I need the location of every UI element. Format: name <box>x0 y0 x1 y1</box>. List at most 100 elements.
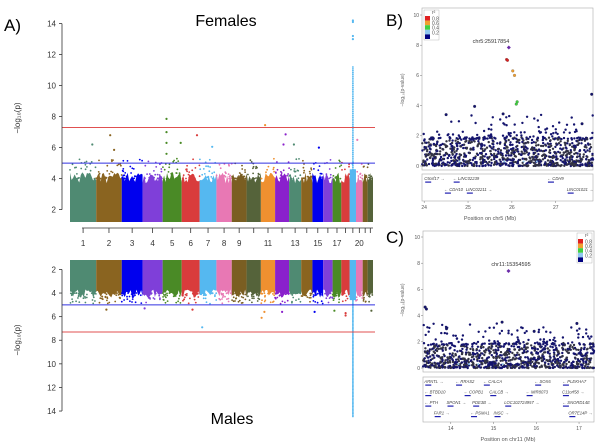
locus-chr5-snp <box>553 137 557 140</box>
locus-chr5-snp <box>505 159 509 162</box>
locus-chr5-snp <box>535 160 538 163</box>
locus-chr11-snp <box>504 352 508 355</box>
females-point <box>194 167 197 169</box>
males-point <box>260 302 263 304</box>
locus-chr5-snp <box>439 157 442 161</box>
males-chr10-band <box>246 260 261 298</box>
locus-chr11-snp <box>498 345 502 349</box>
locus-chr5-snp <box>521 137 524 140</box>
locus-chr5-snp <box>538 163 542 167</box>
locus-chr11-snp <box>494 362 497 365</box>
males-peak-point <box>352 374 354 377</box>
locus-chr5-snp <box>578 149 581 153</box>
females-point <box>205 165 208 168</box>
locus-chr5-snp <box>495 163 498 166</box>
locus-chr5-snp <box>456 144 459 148</box>
locus-chr5-snp <box>465 146 469 149</box>
females-point <box>266 168 268 171</box>
females-point <box>283 177 286 180</box>
males-chr20-band <box>355 260 363 298</box>
locus-chr11-snp <box>561 336 565 339</box>
females-point <box>93 177 96 180</box>
females-point <box>72 177 75 180</box>
males-point <box>79 295 82 298</box>
females-point <box>299 174 302 177</box>
locus-chr5-highlight-snp <box>506 58 510 62</box>
locus-chr5-gene-body <box>453 181 460 183</box>
locus-chr11-snp <box>483 342 486 345</box>
locus-chr11-snp <box>542 342 545 346</box>
locus-chr11-snp <box>552 351 556 354</box>
locus-chr11-snp <box>520 359 523 363</box>
locus-chr11-snp <box>485 365 488 369</box>
locus-chr11-snp <box>426 356 429 359</box>
females-point <box>282 169 285 172</box>
locus-chr5-snp <box>537 143 540 147</box>
locus-chr11-snp <box>506 366 509 370</box>
locus-chr11-snp <box>478 349 481 352</box>
females-peak-point <box>352 114 354 117</box>
males-point <box>314 301 317 303</box>
females-peak-point <box>352 168 354 171</box>
locus-chr5-snp <box>544 144 548 147</box>
males-point <box>363 296 365 299</box>
locus-chr5-snp <box>427 153 430 156</box>
males-peak-point <box>352 375 354 378</box>
locus-chr11-snp <box>522 341 525 344</box>
males-notable-point <box>281 310 284 313</box>
locus-chr5-snp <box>447 133 450 136</box>
locus-chr5-snp <box>537 148 541 151</box>
locus-chr5-snp <box>545 164 548 167</box>
locus-chr5-snp <box>459 162 463 165</box>
locus-chr5-snp <box>555 158 558 161</box>
locus-chr11-snp <box>470 356 474 359</box>
locus-chr5-snp <box>452 148 455 151</box>
locus-chr11-snp <box>534 358 537 362</box>
locus-chr5-snp <box>526 147 529 150</box>
locus-chr11-y-tick-label: 2 <box>417 340 420 346</box>
females-point <box>211 177 214 180</box>
males-peak-point <box>352 368 354 371</box>
males-peak-point <box>352 323 354 326</box>
locus-chr5-legend-label: 0.4 <box>432 26 439 32</box>
males-point <box>69 292 72 295</box>
males-peak-point <box>352 384 354 387</box>
males-point <box>84 301 87 304</box>
males-peak-point <box>352 405 354 408</box>
females-point <box>201 173 204 176</box>
locus-chr11-snp <box>455 337 459 340</box>
males-point <box>309 300 311 303</box>
males-point <box>85 296 88 299</box>
females-point <box>280 174 282 177</box>
females-point <box>116 164 119 167</box>
locus-chr5-snp <box>560 148 564 151</box>
locus-chr5-snp <box>551 160 555 164</box>
females-point <box>368 176 370 179</box>
locus-chr11-snp <box>472 358 476 361</box>
locus-chr11-snp <box>567 351 570 354</box>
males-point <box>215 292 218 295</box>
locus-chr5-snp <box>588 143 592 146</box>
females-point <box>339 177 342 180</box>
males-point <box>165 296 167 299</box>
locus-chr5-snp <box>505 116 508 119</box>
locus-chr5-snp <box>520 134 523 137</box>
males-peak-point <box>352 346 354 348</box>
males-point <box>274 297 277 300</box>
females-point <box>210 176 213 178</box>
females-y-tick-label: 4 <box>52 175 57 184</box>
locus-chr5-snp <box>584 145 587 148</box>
males-point <box>104 292 107 294</box>
females-notable-point <box>264 124 267 127</box>
locus-chr5-snp <box>482 138 485 141</box>
males-notable-point <box>344 312 347 315</box>
locus-chr5-gene-label: ← LINC02239 <box>453 176 480 181</box>
males-point <box>280 293 283 296</box>
panel-label-a: A) <box>4 16 21 35</box>
locus-chr11-snp <box>470 359 473 362</box>
locus-chr5-snp <box>448 161 451 164</box>
locus-chr5-snp <box>521 157 524 160</box>
females-point <box>244 171 247 174</box>
females-point <box>267 165 270 168</box>
locus-chr11-y-tick-label: 0 <box>417 366 420 372</box>
